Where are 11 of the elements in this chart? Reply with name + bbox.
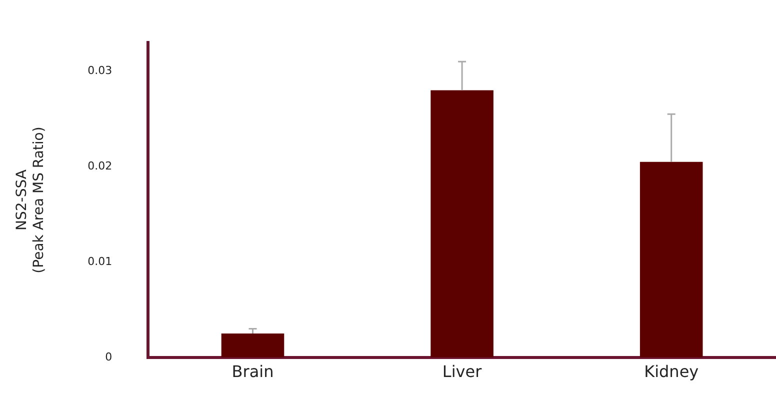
x-tick-label: Kidney bbox=[644, 362, 699, 382]
bar bbox=[640, 162, 703, 358]
bar bbox=[430, 90, 494, 358]
y-tick-label: 0.03 bbox=[88, 64, 112, 78]
y-axis-title: NS2-SSA (Peak Area MS Ratio) bbox=[14, 126, 47, 274]
x-tick-label: Liver bbox=[442, 362, 482, 382]
y-tick-label: 0.02 bbox=[88, 159, 112, 172]
bar bbox=[221, 334, 284, 358]
y-tick-label: 0 bbox=[105, 350, 112, 364]
y-tick-label: 0.01 bbox=[88, 254, 112, 268]
x-tick-label: Brain bbox=[232, 362, 274, 382]
